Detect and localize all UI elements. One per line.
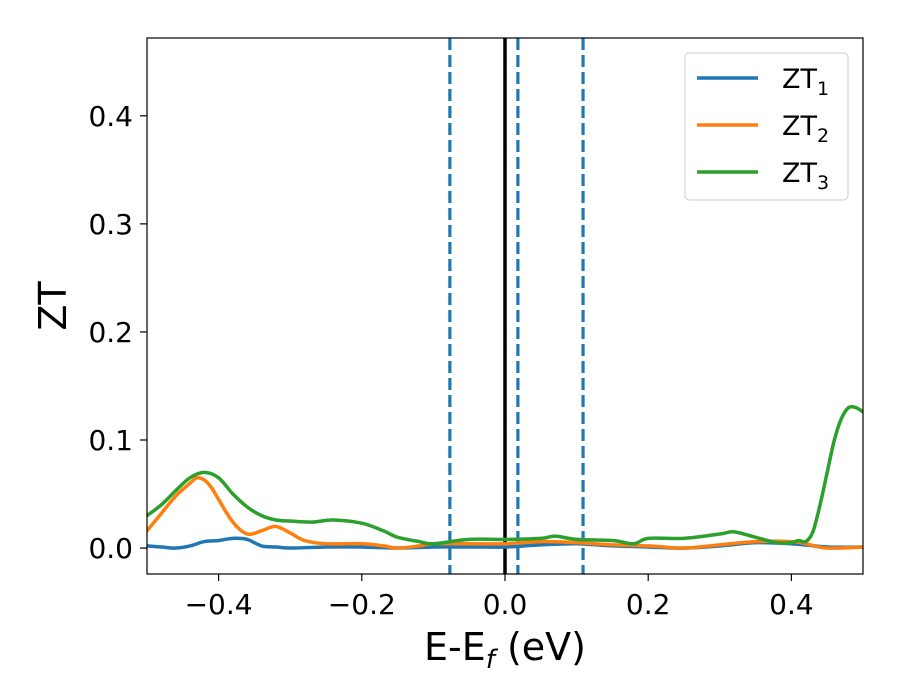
y-tick-label: 0.3: [88, 208, 133, 241]
legend-label-zt1: ZT1: [782, 64, 829, 100]
legend-label-zt3: ZT3: [782, 158, 829, 194]
series-line-zt2: [147, 475, 863, 550]
legend-box: [684, 52, 849, 201]
legend: ZT1 ZT2 ZT3: [684, 52, 849, 201]
y-tick-label: 0.2: [88, 316, 133, 349]
x-tick-label: 0.2: [626, 588, 671, 621]
y-tick-label: 0.4: [88, 100, 133, 133]
legend-label-zt2: ZT2: [782, 111, 829, 147]
x-tick-label: −0.2: [328, 588, 396, 621]
y-axis-label: ZT: [31, 281, 75, 331]
series-line-zt3: [147, 404, 863, 546]
x-tick-label: 0.4: [769, 588, 814, 621]
y-tick-label: 0.0: [88, 532, 133, 565]
x-axis-label: E-Ef (eV): [424, 625, 586, 675]
x-tick-label: −0.4: [185, 588, 253, 621]
y-tick-label: 0.1: [88, 424, 133, 457]
x-tick-label: 0.0: [483, 588, 528, 621]
